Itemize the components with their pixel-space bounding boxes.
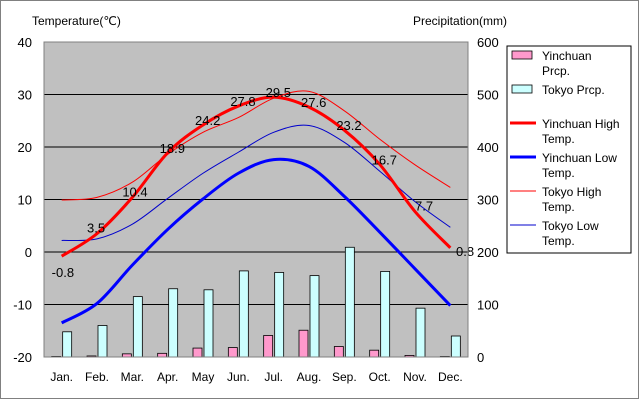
bar-tokyo-prcp-9 — [380, 271, 391, 358]
legend-swatch-tokyo-prcp — [511, 84, 533, 94]
legend-swatch-yinchuan-prcp — [511, 50, 533, 60]
y-right-tick-1: 100 — [477, 298, 499, 313]
bar-yinchuan-prcp-5 — [227, 347, 238, 358]
legend-label-yinchuan-high-1: Yinchuan High — [542, 117, 620, 131]
label-yinchuan-high-2: 10.4 — [122, 184, 147, 199]
label-yinchuan-high-11: 0.8 — [456, 244, 474, 259]
y-left-tick-2: 0 — [25, 245, 32, 260]
bar-tokyo-prcp-11 — [450, 335, 461, 358]
x-tick-8: Sep. — [332, 370, 357, 384]
data-labels: -0.8 3.5 10.4 18.9 24.2 27.8 29.5 27.6 23.2 16.7 7… — [52, 85, 474, 280]
label-yinchuan-high-4: 24.2 — [195, 113, 220, 128]
x-tick-0: Jan. — [50, 370, 73, 384]
y-right-tick-0: 0 — [477, 350, 484, 365]
legend-label-tokyo-low-1: Tokyo Low — [542, 219, 599, 233]
legend-label-tokyo-high-1: Tokyo High — [542, 185, 601, 199]
bar-tokyo-prcp-3 — [168, 288, 179, 358]
label-yinchuan-high-9: 16.7 — [372, 152, 397, 167]
label-yinchuan-high-8: 23.2 — [336, 118, 361, 133]
legend-label-yinchuan-prcp-2: Prcp. — [542, 64, 570, 78]
bar-yinchuan-prcp-9 — [369, 349, 380, 358]
legend-label-tokyo-high-2: Temp. — [542, 200, 575, 214]
bar-yinchuan-prcp-8 — [333, 346, 344, 358]
legend: Yinchuan Prcp. Tokyo Prcp. Yinchuan High… — [506, 45, 632, 254]
line-tokyo-low-temp — [61, 124, 451, 242]
temperature-lines — [60, 90, 452, 325]
y-left-tick-0: -20 — [13, 350, 32, 365]
label-yinchuan-high-6: 29.5 — [266, 85, 291, 100]
y-right-tick-5: 500 — [477, 88, 499, 103]
label-yinchuan-high-1: 3.5 — [87, 221, 105, 236]
bar-tokyo-prcp-1 — [97, 325, 108, 358]
y-right-tick-3: 300 — [477, 193, 499, 208]
legend-label-yinchuan-low-1: Yinchuan Low — [542, 151, 617, 165]
bar-tokyo-prcp-10 — [415, 307, 426, 358]
legend-box — [506, 45, 632, 254]
x-tick-10: Nov. — [403, 370, 427, 384]
legend-label-tokyo-low-2: Temp. — [542, 234, 575, 248]
line-yinchuan-high-temp — [60, 95, 452, 258]
left-axis-title: Temperature(℃) — [32, 14, 121, 28]
bar-tokyo-prcp-8 — [344, 246, 355, 358]
legend-label-yinchuan-low-2: Temp. — [542, 166, 575, 180]
y-left-tick-3: 10 — [18, 193, 32, 208]
y-right-tick-2: 200 — [477, 245, 499, 260]
legend-label-tokyo-prcp: Tokyo Prcp. — [542, 83, 605, 97]
bar-yinchuan-prcp-6 — [263, 335, 274, 358]
x-tick-5: Jun. — [227, 370, 250, 384]
plot-frame — [43, 41, 469, 358]
legend-label-yinchuan-high-2: Temp. — [542, 132, 575, 146]
label-yinchuan-high-0: -0.8 — [52, 265, 74, 280]
bar-tokyo-prcp-0 — [62, 331, 73, 358]
x-tick-2: Mar. — [121, 370, 144, 384]
label-yinchuan-high-3: 18.9 — [160, 141, 185, 156]
x-tick-1: Feb. — [85, 370, 109, 384]
bar-yinchuan-prcp-4 — [192, 347, 203, 358]
x-tick-11: Dec. — [438, 370, 463, 384]
x-tick-9: Oct. — [369, 370, 391, 384]
y-left-tick-6: 40 — [18, 35, 32, 50]
x-tick-3: Apr. — [157, 370, 178, 384]
bar-yinchuan-prcp-3 — [157, 352, 168, 358]
y-left-tick-4: 20 — [18, 140, 32, 155]
bar-tokyo-prcp-4 — [203, 289, 214, 358]
line-tokyo-high-temp — [61, 90, 451, 201]
x-tick-6: Jul. — [264, 370, 283, 384]
y-left-tick-5: 30 — [18, 88, 32, 103]
line-yinchuan-low-temp — [60, 157, 452, 325]
x-tick-4: May — [192, 370, 215, 384]
right-axis-title: Precipitation(mm) — [413, 14, 507, 28]
y-right-tick-6: 600 — [477, 35, 499, 50]
x-tick-7: Aug. — [297, 370, 322, 384]
bar-yinchuan-prcp-7 — [298, 329, 309, 358]
y-left-tick-1: -10 — [13, 298, 32, 313]
y-right-tick-4: 400 — [477, 140, 499, 155]
label-yinchuan-high-7: 27.6 — [301, 95, 326, 110]
legend-label-yinchuan-prcp-1: Yinchuan — [542, 49, 592, 63]
bar-tokyo-prcp-6 — [274, 272, 285, 358]
bar-tokyo-prcp-5 — [238, 270, 249, 358]
label-yinchuan-high-10: 7.7 — [415, 199, 433, 214]
bar-tokyo-prcp-7 — [309, 275, 320, 358]
bar-tokyo-prcp-2 — [132, 296, 143, 358]
label-yinchuan-high-5: 27.8 — [230, 94, 255, 109]
